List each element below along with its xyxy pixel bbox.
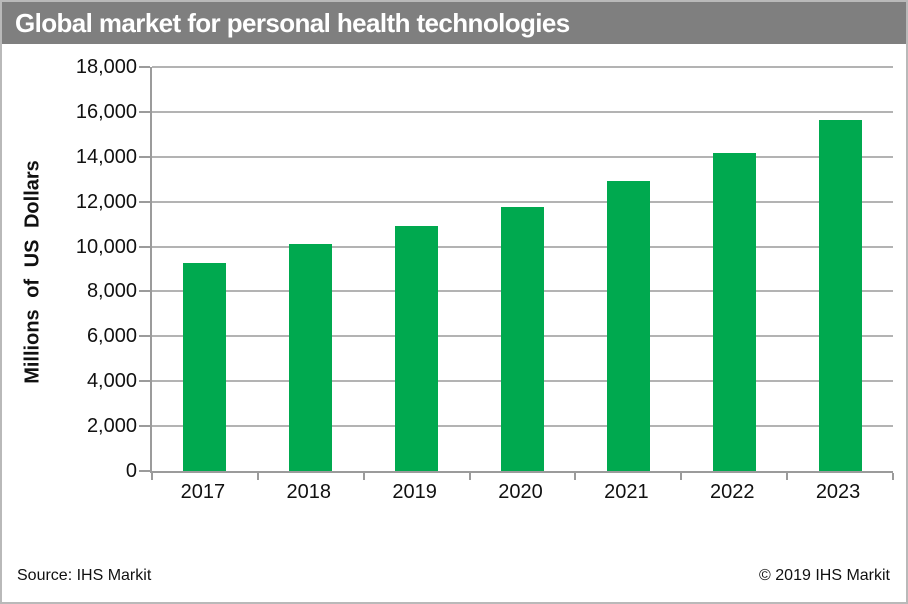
y-tick-label: 2,000 [86, 415, 137, 438]
x-axis-tick [256, 473, 259, 480]
y-tick-label: 10,000 [75, 235, 137, 258]
y-axis-tick [139, 290, 150, 293]
bar [289, 244, 333, 471]
x-axis-tick [468, 473, 471, 480]
x-axis-tick [892, 473, 894, 480]
y-axis-tick [139, 335, 150, 338]
y-tick-label: 14,000 [75, 145, 137, 168]
x-tick-label: 2018 [286, 481, 332, 503]
gridline [152, 155, 893, 158]
x-axis-tick [680, 473, 683, 480]
plot-area [139, 66, 894, 480]
y-axis-tick-labels: 0 2,000 4,000 6,000 8,000 10,000 12,000 14,000 1… [0, 57, 137, 481]
x-axis-tick [786, 473, 789, 480]
x-axis-tick-labels: 2017 2018 2019 2020 2021 2022 2023 [150, 481, 893, 507]
y-tick-label: 6,000 [86, 325, 137, 348]
y-axis-tick [139, 110, 150, 113]
copyright-note: © 2019 IHS Markit [759, 567, 890, 584]
y-axis-tick [139, 200, 150, 203]
y-axis-tick [139, 425, 150, 428]
source-note: Source: IHS Markit [17, 567, 152, 584]
bar [501, 207, 544, 471]
y-axis-tick [139, 380, 150, 383]
gridline [152, 66, 893, 68]
gridline [152, 200, 893, 203]
x-tick-label: 2022 [709, 481, 755, 503]
bar [818, 119, 862, 471]
chart-title: Global market for personal health techno… [2, 2, 906, 44]
y-axis-tick [139, 245, 150, 248]
x-axis-tick [574, 473, 577, 480]
y-tick-label: 4,000 [86, 370, 137, 393]
x-tick-label: 2021 [604, 481, 649, 503]
y-axis-tick [139, 66, 150, 68]
x-tick-label: 2020 [498, 481, 543, 503]
y-tick-label: 8,000 [86, 280, 137, 303]
x-axis-tick [151, 473, 153, 480]
gridline [152, 110, 893, 113]
y-tick-label: 16,000 [75, 100, 137, 123]
x-tick-label: 2023 [815, 481, 861, 503]
x-tick-label: 2019 [392, 481, 437, 503]
y-tick-label: 18,000 [75, 56, 137, 78]
bar [395, 226, 439, 471]
y-axis-tick [139, 470, 150, 472]
y-tick-label: 0 [125, 460, 137, 482]
x-axis-tick [362, 473, 365, 480]
y-tick-label: 12,000 [75, 190, 137, 213]
bar [606, 181, 650, 471]
x-tick-label: 2017 [180, 481, 226, 503]
bar [712, 153, 756, 471]
bar [183, 263, 227, 471]
y-axis-tick [139, 155, 150, 158]
